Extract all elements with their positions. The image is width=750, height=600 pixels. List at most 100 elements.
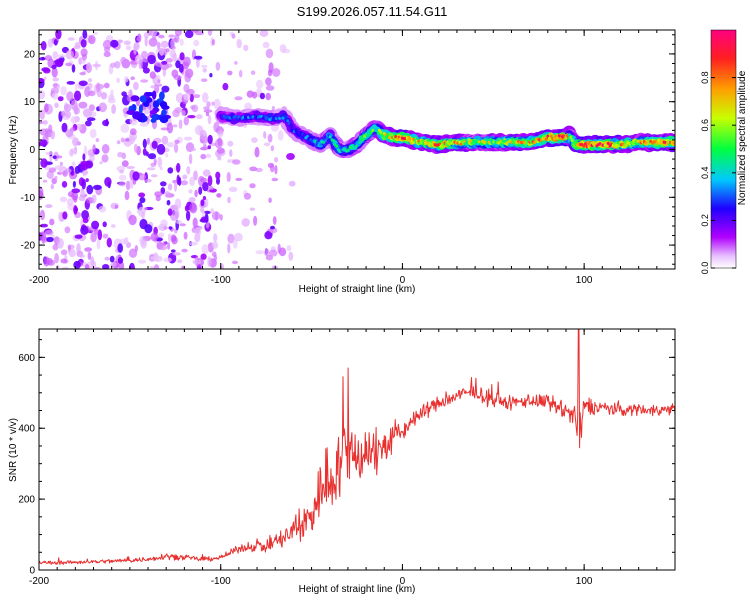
spectrogram-ridge-blob [544, 137, 548, 141]
spectrogram-noise-blob [60, 86, 67, 96]
spectrogram-ridge-blob [567, 133, 571, 137]
spectrogram-noise-blob [200, 78, 208, 82]
spectrogram-noise-blob [132, 171, 140, 181]
spectrogram-noise-blob [50, 130, 56, 140]
spectrogram-noise-blob [167, 183, 173, 191]
spectrogram-noise-blob [51, 177, 57, 185]
spectrogram-noise-blob [54, 175, 58, 180]
spectrogram-noise-blob [161, 85, 170, 93]
spectrogram-ridge-blob [634, 142, 638, 146]
spectrogram-noise-blob [39, 109, 45, 120]
spectrogram-noise-blob [71, 188, 81, 194]
snr-x-axis-label: Height of straight line (km) [299, 584, 416, 595]
spectrogram-noise-blob [217, 137, 223, 147]
spectrogram-noise-blob [175, 60, 181, 69]
colorbar-tick-label: 0.0 [700, 262, 710, 275]
spectrogram-noise-blob [254, 146, 260, 158]
spectrogram-noise-blob [70, 116, 78, 124]
colorbar-tick-label: 0.8 [700, 71, 710, 84]
spectrogram-noise-blob [82, 30, 88, 39]
spectrogram-y-tick-label: 20 [24, 49, 36, 60]
spectrogram-noise-blob [91, 220, 100, 230]
spectrogram-ridge-blob [479, 141, 483, 145]
spectrogram-noise-blob [234, 232, 243, 242]
spectrogram-noise-blob [211, 39, 215, 46]
spectrogram-noise-blob [168, 226, 173, 230]
spectrogram-noise-blob [58, 211, 62, 222]
spectrogram-ridge-blob [278, 116, 281, 120]
spectrogram-noise-blob [144, 207, 148, 211]
spectrogram-ridge-blob [570, 138, 574, 143]
spectrogram-noise-blob [49, 218, 55, 226]
spectrogram-ridge-blob [315, 140, 319, 145]
spectrogram-noise-blob [181, 110, 186, 117]
spectrogram-y-tick-label: 10 [24, 97, 36, 108]
spectrogram-noise-blob [118, 39, 123, 43]
spectrogram-noise-blob [52, 51, 58, 60]
spectrogram-noise-blob [207, 134, 213, 145]
spectrogram-noise-blob [52, 77, 59, 82]
spectrogram-noise-blob [213, 254, 218, 262]
spectrogram-noise-blob [91, 260, 97, 269]
spectrogram-noise-blob [102, 221, 107, 228]
spectrogram-noise-blob [68, 249, 76, 258]
spectrogram-noise-blob [74, 83, 78, 91]
spectrogram-noise-blob [102, 233, 109, 239]
spectrogram-noise-blob [82, 173, 86, 177]
spectrogram-noise-blob [139, 122, 149, 127]
spectrogram-noise-blob [272, 216, 277, 225]
spectrogram-noise-blob [98, 102, 108, 113]
spectrogram-noise-blob [89, 128, 97, 139]
spectrogram-noise-blob [92, 63, 102, 68]
spectrogram-noise-blob [54, 102, 59, 109]
spectrogram-noise-blob [73, 260, 81, 269]
spectrogram-noise-blob [137, 259, 147, 264]
spectrogram-noise-blob [159, 101, 168, 108]
spectrogram-noise-blob [202, 196, 206, 201]
spectrogram-noise-blob [220, 263, 225, 269]
spectrogram-noise-blob [181, 248, 188, 253]
spectrogram-noise-blob [52, 155, 58, 159]
spectrogram-noise-blob [125, 45, 132, 51]
spectrogram-ridge-blob [394, 135, 398, 139]
spectrogram-noise-blob [205, 111, 210, 117]
spectrogram-noise-blob [150, 174, 158, 178]
spectrogram-noise-blob [188, 197, 196, 203]
snr-x-ticks: -200 -100 0 100 [29, 329, 676, 587]
spectrogram-noise-blob [226, 171, 231, 183]
spectrogram-noise-blob [57, 238, 64, 249]
spectrogram-ridge-blob [606, 141, 610, 145]
spectrogram-noise-blob [67, 37, 75, 41]
spectrogram-noise-blob [211, 241, 219, 249]
spectrogram-noise-blob [268, 62, 274, 73]
spectrogram-noise-blob [201, 212, 206, 217]
spectrogram-noise-blob [117, 151, 124, 158]
spectrogram-noise-blob [195, 114, 203, 120]
spectrogram-noise-blob [159, 166, 163, 171]
spectrogram-noise-blob [174, 198, 182, 210]
spectrogram-noise-blob [207, 114, 212, 125]
spectrogram-noise-blob [87, 251, 92, 260]
spectrogram-ridge-blob [319, 143, 322, 147]
spectrogram-noise-blob [84, 264, 90, 269]
spectrogram-noise-blob [188, 189, 193, 194]
spectrogram-noise-blob [192, 217, 198, 229]
spectrogram-noise-blob [88, 90, 96, 97]
spectrogram-noise-blob [124, 237, 129, 245]
spectrogram-noise-blob [168, 34, 175, 38]
spectrogram-noise-blob [172, 252, 181, 256]
spectrogram-noise-blob [149, 110, 158, 115]
spectrogram-noise-blob [118, 174, 127, 181]
spectrogram-noise-blob [141, 50, 148, 59]
spectrogram-noise-blob [79, 162, 89, 168]
spectrogram-noise-blob [170, 234, 177, 242]
spectrogram-noise-blob [259, 30, 269, 37]
spectrogram-noise-blob [78, 254, 86, 258]
spectrogram-noise-blob [98, 205, 107, 213]
spectrogram-noise-blob [142, 148, 147, 156]
spectrogram-noise-blob [101, 154, 109, 163]
spectrogram-noise-blob [160, 181, 167, 187]
spectrogram-noise-blob [65, 111, 72, 119]
spectrogram-noise-blob [150, 118, 157, 123]
spectrogram-noise-blob [79, 72, 86, 76]
